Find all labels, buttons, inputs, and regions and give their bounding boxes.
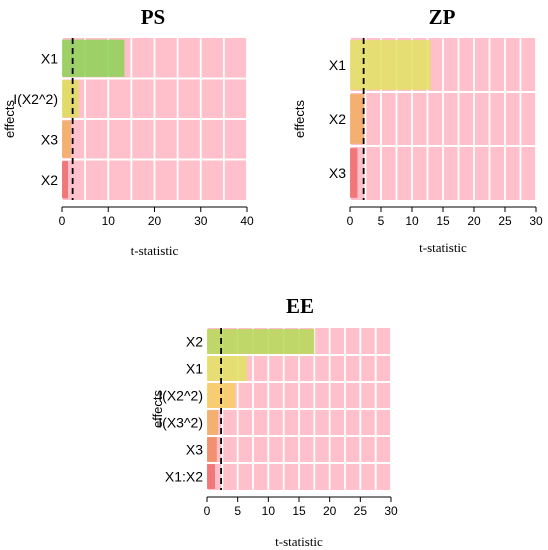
panel-1-x-axis-label: t-statistic: [131, 243, 179, 258]
panel-1-bar: [62, 39, 125, 77]
panel-2-bar: [350, 40, 431, 90]
panel-3-category-label: I(X3^2): [158, 415, 203, 431]
panel-3-bar: [207, 437, 217, 462]
panel-2-x-tick-label: 5: [378, 214, 385, 228]
panel-2-x-tick-label: 10: [405, 214, 419, 228]
panel-3-y-axis-label: effects: [150, 389, 165, 428]
panel-2-x-tick-label: 0: [347, 214, 354, 228]
panel-2-x-tick-label: 15: [436, 214, 450, 228]
panel-3-x-tick-label: 30: [384, 504, 398, 518]
panel-3-x-tick-label: 0: [204, 504, 211, 518]
panel-1-category-label: X2: [41, 172, 58, 188]
panel-3-bar: [207, 329, 315, 354]
panel-2-x-tick-label: 20: [467, 214, 481, 228]
panel-1-title: PS: [141, 5, 166, 29]
panel-1-x-tick-label: 40: [240, 214, 254, 228]
panel-2-x-tick-label: 30: [529, 214, 543, 228]
panel-2-bar: [350, 94, 365, 144]
panel-2-category-label: X3: [329, 165, 346, 181]
panel-3-bar: [207, 356, 247, 381]
panel-1-category-label: X1: [41, 50, 58, 66]
panel-3-bar: [207, 410, 219, 435]
panel-1-x-tick-label: 30: [194, 214, 208, 228]
panel-3-bar: [207, 383, 236, 408]
panel-1-y-axis-label: effects: [2, 99, 17, 138]
panel-3-x-tick-label: 25: [354, 504, 368, 518]
panel-2-bar: [350, 148, 358, 198]
panel-3-x-tick-label: 10: [262, 504, 276, 518]
panel-1-x-tick-label: 20: [148, 214, 162, 228]
panel-3-x-axis-label: t-statistic: [275, 534, 323, 549]
panel-1-category-label: I(X2^2): [13, 91, 58, 107]
panel-2-y-axis-label: effects: [292, 99, 307, 138]
panel-3-category-label: X1:X2: [165, 469, 203, 485]
panel-3-category-label: X3: [186, 442, 203, 458]
panel-2-category-label: X2: [329, 111, 346, 127]
panel-1-category-label: X3: [41, 131, 58, 147]
panel-3-category-label: X2: [186, 334, 203, 350]
panel-2-x-axis-label: t-statistic: [419, 240, 467, 255]
panel-3-x-tick-label: 15: [292, 504, 306, 518]
panel-2-category-label: X1: [329, 57, 346, 73]
panel-2-x-tick-label: 25: [498, 214, 512, 228]
panel-1-bar: [62, 161, 69, 199]
panel-3-bar: [207, 464, 215, 489]
panel-3-category-label: X1: [186, 361, 203, 377]
panel-3-title: EE: [286, 294, 314, 318]
panel-1-bar: [62, 80, 79, 118]
panel-2-title: ZP: [429, 5, 456, 29]
panel-3-category-label: I(X2^2): [158, 388, 203, 404]
panel-1-x-tick-label: 10: [102, 214, 116, 228]
panel-3-x-tick-label: 5: [234, 504, 241, 518]
panel-1-x-tick-label: 0: [59, 214, 66, 228]
panel-3-x-tick-label: 20: [323, 504, 337, 518]
panel-1-bar: [62, 120, 71, 158]
